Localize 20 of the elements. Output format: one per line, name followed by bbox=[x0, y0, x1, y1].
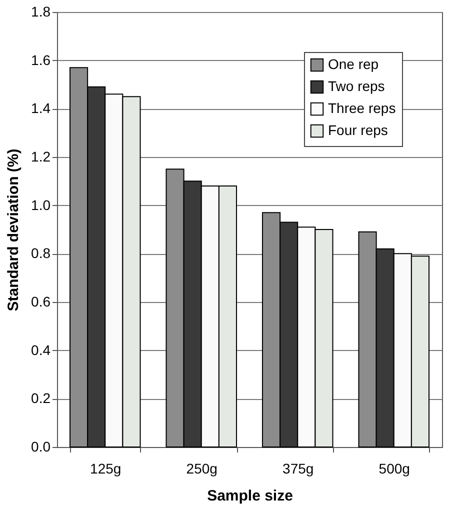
y-tick-label: 0.0 bbox=[31, 438, 51, 454]
y-tick-label: 0.2 bbox=[31, 390, 51, 406]
y-tick-label: 0.6 bbox=[31, 294, 51, 310]
y-tick-label: 0.8 bbox=[31, 245, 51, 262]
x-tick-label: 500g bbox=[378, 460, 410, 476]
y-tick-label: 1.2 bbox=[31, 148, 51, 164]
legend-label: One rep bbox=[328, 56, 379, 72]
legend-label: Three reps bbox=[328, 100, 396, 116]
x-tick-label: 125g bbox=[90, 460, 122, 476]
y-tick-label: 1.4 bbox=[31, 100, 51, 116]
y-tick-label: 1.6 bbox=[31, 52, 51, 68]
x-axis-title: Sample size bbox=[207, 488, 293, 504]
x-tick-label: 250g bbox=[186, 460, 218, 476]
y-tick-label: 0.4 bbox=[31, 342, 51, 358]
x-tick-label: 375g bbox=[282, 460, 314, 476]
legend-label: Four reps bbox=[328, 122, 388, 138]
y-axis-title: Standard deviation (%) bbox=[5, 148, 22, 312]
y-tick-label: 1.0 bbox=[31, 196, 51, 213]
legend-label: Two reps bbox=[328, 78, 385, 94]
y-tick-label: 1.8 bbox=[31, 4, 51, 20]
